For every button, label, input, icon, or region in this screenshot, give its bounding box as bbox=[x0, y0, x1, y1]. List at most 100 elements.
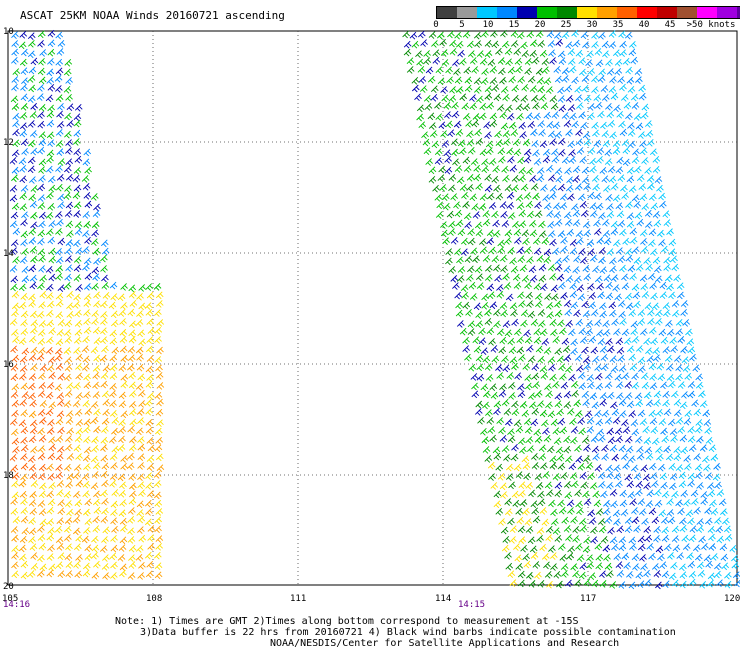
wind-barb bbox=[452, 158, 460, 166]
wind-barb bbox=[54, 525, 63, 534]
wind-barb bbox=[446, 76, 454, 85]
wind-barb bbox=[64, 112, 72, 121]
wind-barb bbox=[671, 579, 680, 588]
wind-barb bbox=[20, 426, 29, 435]
wind-barb bbox=[536, 534, 544, 543]
wind-barb bbox=[570, 516, 578, 524]
wind-barb bbox=[46, 553, 55, 561]
wind-barb bbox=[37, 500, 46, 508]
wind-barb bbox=[486, 101, 495, 110]
wind-barb bbox=[55, 85, 63, 93]
wind-barb bbox=[625, 254, 634, 263]
wind-barb bbox=[579, 562, 588, 570]
wind-barb bbox=[605, 292, 614, 301]
wind-barb bbox=[30, 346, 39, 355]
wind-barb bbox=[663, 263, 671, 272]
wind-barb bbox=[619, 228, 627, 237]
wind-barb bbox=[84, 553, 93, 561]
wind-barb bbox=[38, 57, 46, 66]
wind-barb bbox=[639, 554, 647, 562]
wind-barb bbox=[656, 453, 664, 462]
wind-barb bbox=[521, 409, 530, 418]
wind-barb bbox=[93, 257, 101, 266]
wind-barb bbox=[435, 211, 444, 219]
wind-barb bbox=[484, 173, 492, 182]
wind-barb bbox=[675, 328, 683, 336]
wind-barb bbox=[567, 407, 575, 416]
wind-barb bbox=[598, 212, 606, 220]
wind-barb bbox=[571, 120, 580, 129]
wind-barb bbox=[619, 264, 627, 273]
wind-barb bbox=[692, 544, 701, 552]
wind-barb bbox=[558, 543, 566, 551]
wind-barb bbox=[11, 561, 19, 570]
wind-barb bbox=[560, 381, 569, 390]
wind-barb bbox=[616, 110, 625, 119]
wind-barb bbox=[578, 382, 587, 391]
wind-barb bbox=[603, 553, 611, 562]
wind-barb bbox=[82, 363, 90, 372]
wind-barb bbox=[137, 572, 145, 580]
wind-barb bbox=[638, 183, 647, 191]
wind-barb bbox=[12, 472, 20, 480]
wind-barb bbox=[29, 130, 38, 138]
wind-barb bbox=[518, 121, 527, 130]
wind-barb bbox=[467, 146, 476, 155]
wind-barb bbox=[155, 408, 164, 417]
wind-barb bbox=[93, 300, 101, 309]
wind-barb bbox=[594, 464, 603, 472]
wind-barb bbox=[83, 391, 91, 399]
wind-barb bbox=[425, 158, 433, 166]
wind-barb bbox=[66, 382, 74, 390]
wind-barb bbox=[129, 490, 137, 499]
wind-barb bbox=[101, 282, 110, 290]
wind-barb bbox=[63, 347, 72, 355]
wind-barb bbox=[154, 391, 163, 400]
wind-barb bbox=[510, 309, 518, 317]
wind-barb bbox=[38, 434, 47, 443]
wind-barb bbox=[475, 354, 484, 363]
wind-barb bbox=[21, 265, 30, 274]
wind-barb bbox=[569, 239, 578, 247]
wind-barb bbox=[512, 220, 520, 229]
wind-barb bbox=[649, 193, 657, 202]
wind-barb bbox=[704, 517, 713, 526]
wind-barb bbox=[506, 147, 514, 156]
wind-barb bbox=[101, 497, 109, 506]
wind-barb bbox=[520, 95, 529, 103]
wind-barb bbox=[640, 111, 649, 120]
wind-barb bbox=[652, 256, 661, 265]
wind-barb bbox=[655, 309, 663, 318]
wind-barb bbox=[434, 193, 443, 202]
wind-barb bbox=[523, 192, 532, 200]
wind-barb bbox=[631, 381, 640, 390]
wind-barb bbox=[462, 301, 471, 310]
wind-barb bbox=[607, 527, 615, 535]
wind-barb bbox=[19, 129, 28, 138]
wind-barb bbox=[656, 362, 665, 371]
wind-barb bbox=[458, 147, 467, 156]
wind-barb bbox=[19, 165, 28, 173]
wind-barb bbox=[30, 563, 39, 571]
wind-barb bbox=[539, 507, 548, 515]
wind-barb bbox=[620, 184, 628, 193]
wind-barb bbox=[518, 481, 527, 489]
wind-barb bbox=[670, 562, 678, 570]
wind-barb bbox=[432, 56, 441, 65]
wind-barb bbox=[583, 273, 592, 281]
lat-label: 18 bbox=[3, 471, 14, 481]
wind-barb bbox=[28, 237, 37, 245]
wind-barb bbox=[534, 571, 542, 580]
wind-barb bbox=[564, 219, 573, 227]
wind-barb bbox=[28, 84, 37, 93]
wind-barb bbox=[428, 166, 437, 175]
wind-barb bbox=[486, 283, 495, 292]
wind-barb bbox=[110, 319, 119, 328]
wind-barb bbox=[57, 158, 66, 166]
wind-barb bbox=[93, 408, 101, 417]
wind-barb bbox=[639, 140, 647, 148]
wind-barb bbox=[27, 156, 36, 165]
legend-label: 10 bbox=[482, 20, 494, 30]
wind-barb bbox=[649, 417, 658, 426]
wind-barb bbox=[704, 426, 712, 435]
